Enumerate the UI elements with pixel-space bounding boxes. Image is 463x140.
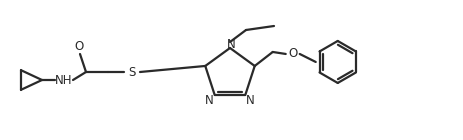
Text: N: N — [226, 38, 235, 52]
Text: N: N — [205, 94, 213, 107]
Text: S: S — [128, 66, 135, 79]
Text: O: O — [74, 39, 83, 52]
Text: N: N — [245, 94, 254, 107]
Text: O: O — [288, 47, 297, 60]
Text: NH: NH — [55, 74, 73, 88]
